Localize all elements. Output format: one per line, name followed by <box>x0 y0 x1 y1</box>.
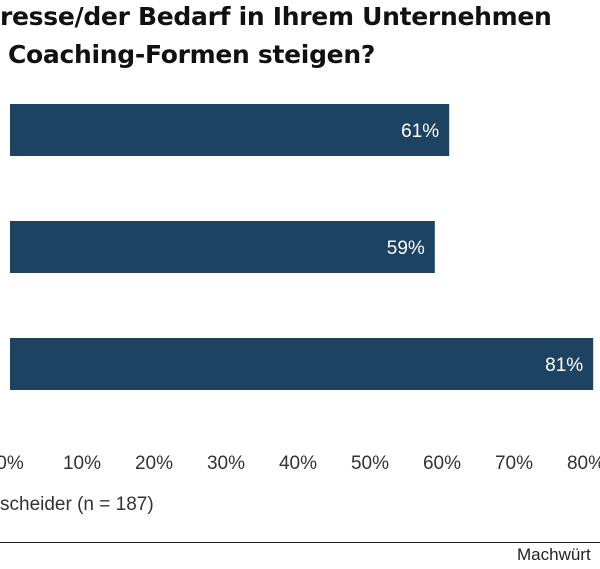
bar-3 <box>10 338 594 390</box>
x-tick-label: 40% <box>279 453 317 474</box>
bar-value-label-3: 81% <box>545 355 583 376</box>
x-tick-label: 70% <box>495 453 533 474</box>
x-tick-label: 30% <box>207 453 245 474</box>
footer-divider <box>0 542 600 543</box>
source-credit: Machwürt <box>517 545 591 564</box>
chart-title-line-2: Coaching-Formen steigen? <box>8 40 376 69</box>
x-tick-label: 20% <box>135 453 173 474</box>
x-tick-label: 0% <box>0 453 24 474</box>
x-tick-label: 50% <box>351 453 389 474</box>
x-tick-label: 60% <box>423 453 461 474</box>
sample-size-note: scheider (n = 187) <box>0 494 154 515</box>
x-tick-label: 10% <box>63 453 101 474</box>
bar-2 <box>10 221 435 273</box>
bar-1 <box>10 104 450 156</box>
bar-value-label-2: 59% <box>387 238 425 259</box>
bar-value-label-1: 61% <box>401 121 439 142</box>
chart-title-line-1: resse/der Bedarf in Ihrem Unternehmen <box>0 2 552 31</box>
x-tick-label: 80% <box>567 453 600 474</box>
bar-chart: 61% 59% 81% 0% 10% 20% 30% 40% 50% 60% 70% 80% <box>0 104 600 474</box>
